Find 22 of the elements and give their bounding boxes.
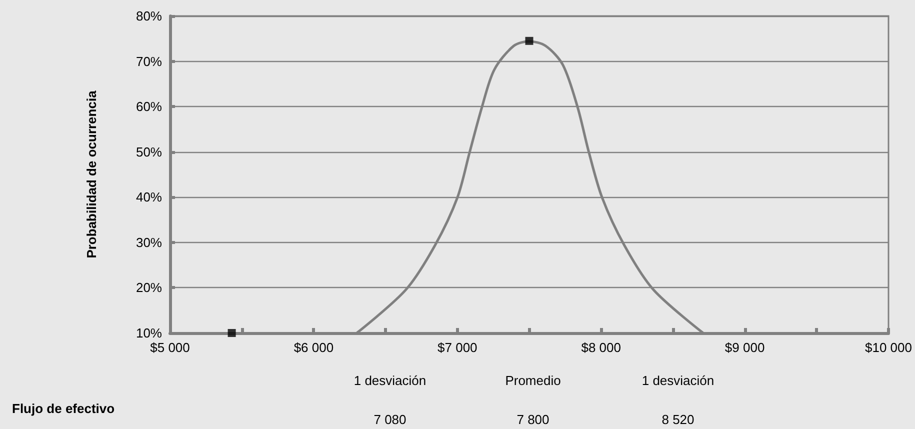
x-tick-label: $5 000 xyxy=(150,340,190,355)
text: 8 520 xyxy=(662,412,694,427)
x-tick-label: $10 000 xyxy=(865,340,912,355)
text: 7 080 xyxy=(374,412,406,427)
text: 1 desviación xyxy=(642,373,714,388)
y-axis-title: Probabilidad de ocurrencia xyxy=(84,90,99,258)
x-tick-label: $7 000 xyxy=(438,340,478,355)
y-tick-label: 10% xyxy=(136,326,162,340)
x-tick-label: $6 000 xyxy=(294,340,334,355)
y-tick-label: 40% xyxy=(136,190,162,205)
text: Promedio xyxy=(505,373,561,388)
y-tick-label: 60% xyxy=(136,99,162,114)
text: Flujo de efectivo xyxy=(12,401,115,416)
y-tick-label: 50% xyxy=(136,144,162,160)
x-tick-label: $9 000 xyxy=(724,340,765,355)
y-tick-label: 80% xyxy=(136,8,162,24)
y-tick-label: 30% xyxy=(136,234,162,250)
text: 1 desviación xyxy=(354,373,426,388)
text: 7 800 xyxy=(516,412,550,427)
x-tick-label: $8 000 xyxy=(581,340,621,355)
y-tick-label: 70% xyxy=(136,54,162,69)
y-tick-label: 20% xyxy=(136,280,162,296)
